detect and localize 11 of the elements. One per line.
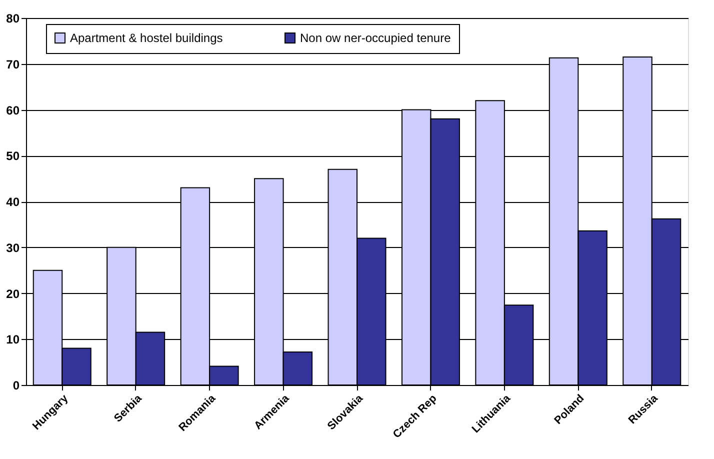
legend-label: Non ow ner-occupied tenure	[300, 31, 452, 45]
y-tick-label: 50	[6, 149, 20, 164]
y-tick-label: 30	[6, 240, 20, 255]
y-tick-label: 0	[12, 378, 20, 392]
y-tick-label: 20	[6, 286, 20, 301]
y-tick-label: 10	[6, 332, 20, 347]
y-tick-label: 70	[6, 57, 20, 72]
y-tick-label: 60	[6, 103, 20, 118]
legend-label: Apartment & hostel buildings	[70, 31, 223, 45]
y-tick-label: 40	[6, 195, 20, 209]
y-tick-label: 80	[6, 12, 20, 26]
